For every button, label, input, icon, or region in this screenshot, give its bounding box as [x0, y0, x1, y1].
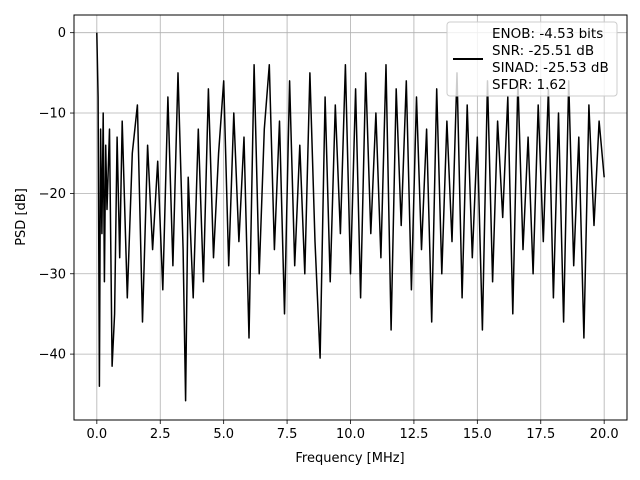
y-axis: 0 −10 −20 −30 −40	[39, 26, 74, 363]
legend: ENOB: -4.53 bits SNR: -25.51 dB SINAD: -…	[446, 21, 618, 97]
y-tick-label: −40	[39, 348, 66, 363]
x-tick-label: 5.0	[213, 427, 234, 442]
x-tick-label: 15.0	[463, 427, 492, 442]
x-tick-label: 2.5	[150, 427, 171, 442]
legend-line-2: SNR: -25.51 dB	[492, 43, 594, 59]
legend-line-3: SINAD: -25.53 dB	[492, 60, 609, 76]
y-axis-title: PSD [dB]	[14, 188, 29, 246]
x-tick-label: 12.5	[399, 427, 428, 442]
x-axis: 0.0 2.5 5.0 7.5 10.0 12.5 15.0 17.5 20.0	[86, 420, 619, 442]
y-tick-label: −30	[39, 267, 66, 282]
x-axis-title: Frequency [MHz]	[295, 451, 404, 466]
y-tick-label: −20	[39, 187, 66, 202]
legend-box	[446, 21, 618, 97]
series-layer	[96, 32, 605, 402]
x-tick-label: 17.5	[526, 427, 555, 442]
legend-line-4: SFDR: 1.62	[492, 77, 567, 93]
x-tick-label: 20.0	[590, 427, 619, 442]
x-tick-label: 0.0	[86, 427, 107, 442]
y-tick-label: 0	[58, 26, 66, 41]
x-tick-label: 7.5	[277, 427, 298, 442]
legend-line-1: ENOB: -4.53 bits	[492, 26, 603, 42]
y-tick-label: −10	[39, 107, 66, 122]
psd-series-line	[96, 32, 605, 402]
x-tick-label: 10.0	[336, 427, 365, 442]
